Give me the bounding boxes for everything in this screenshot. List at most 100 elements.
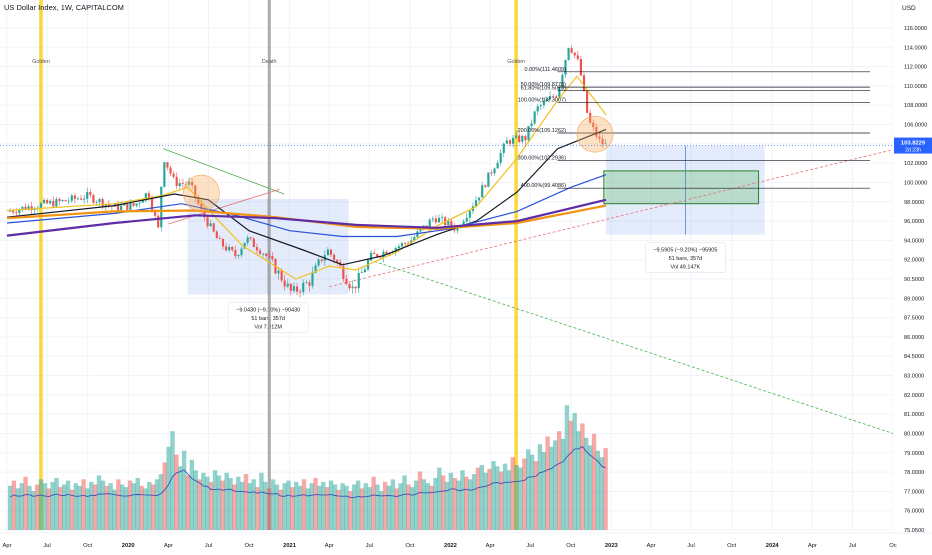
candle-body [246, 237, 249, 243]
candle-body [376, 254, 379, 257]
candle-body [314, 265, 317, 273]
volume-bar [591, 433, 597, 530]
volume-bar [96, 475, 102, 530]
volume-bar [120, 484, 125, 530]
volume-bar [375, 484, 380, 530]
volume-bar [514, 465, 519, 530]
candle-body [55, 199, 58, 207]
y-tick-label: 100.0000 [904, 180, 927, 186]
candle-body [521, 135, 524, 142]
candle-body [447, 220, 450, 226]
candle-body [218, 238, 221, 240]
volume-bar [576, 431, 581, 530]
volume-bar [363, 483, 369, 530]
x-tick-label: Apr [808, 543, 817, 549]
candle-body [586, 90, 589, 113]
y-tick-label: 114.0000 [904, 45, 927, 51]
candle-body [326, 249, 329, 256]
volume-bar [386, 485, 392, 530]
candle-body [169, 167, 172, 174]
candle-body [132, 203, 135, 206]
candle-body [539, 105, 542, 107]
volume-bar [355, 480, 361, 530]
volume-bar [526, 449, 531, 530]
candle-body [150, 198, 154, 211]
candle-body [425, 225, 428, 227]
volume-bar [255, 487, 260, 530]
candle-body [478, 197, 481, 201]
candle-body [579, 58, 582, 76]
trendline [162, 148, 285, 195]
volume-bar [224, 472, 229, 530]
candle-body [524, 135, 527, 141]
candle-body [67, 200, 70, 202]
volume-bar [266, 488, 272, 530]
candle-body [268, 256, 271, 257]
candle-body [286, 283, 289, 287]
candle-body [194, 185, 197, 198]
moving-average-line [6, 75, 607, 280]
volume-bar [139, 485, 144, 530]
candle-body [172, 173, 175, 177]
candle-body [46, 199, 49, 204]
candle-body [465, 217, 468, 222]
y-tick-label: 79.0000 [904, 451, 924, 457]
fib-level-label: 50.00%(109.8778) [521, 82, 566, 88]
volume-bar [317, 485, 322, 530]
volume-bar [143, 488, 148, 530]
volume-bar [452, 478, 457, 530]
volume-bar [336, 489, 341, 530]
volume-bar [89, 481, 94, 530]
candle-body [83, 198, 86, 200]
volume-bar [475, 467, 481, 530]
x-tick-label: Jul [687, 543, 694, 549]
highlight-circle [576, 115, 614, 153]
volume-bar [185, 475, 191, 530]
candle-body [434, 218, 437, 223]
volume-bar [367, 487, 372, 530]
fib-level-label: 200.00%(105.1262) [518, 128, 566, 134]
current-price-countdown: 2d 23h [905, 148, 921, 154]
volume-bar [406, 484, 411, 530]
volume-bar [502, 463, 508, 530]
y-tick-label: 92.0000 [904, 258, 924, 264]
volume-bar [533, 461, 539, 530]
volume-bar [448, 472, 454, 530]
volume-bar [286, 480, 291, 530]
x-tick-label: Jul [205, 543, 212, 549]
volume-bar [541, 452, 546, 530]
volume-bar [290, 487, 295, 530]
candle-body [52, 200, 55, 207]
candle-body [490, 172, 493, 174]
candle-body [484, 185, 487, 187]
candle-body [76, 198, 80, 200]
y-tick-label: 98.0000 [904, 200, 924, 206]
volume-bar [440, 475, 446, 530]
candle-body [154, 210, 157, 216]
moving-average-line [6, 198, 607, 237]
candle-body [468, 210, 471, 218]
candle-body [604, 143, 607, 145]
candle-body [271, 256, 274, 260]
candle-body [502, 143, 505, 153]
candle-body [243, 242, 246, 249]
candle-body [511, 137, 515, 144]
volume-bar [321, 481, 326, 530]
volume-bar [81, 479, 86, 530]
candle-body [24, 206, 27, 210]
volume-bar [352, 484, 357, 530]
volume-bar [402, 475, 407, 530]
candle-body [305, 282, 308, 284]
volume-bar [197, 479, 202, 530]
x-tick-label: Apr [486, 543, 495, 549]
y-tick-label: 82.0000 [904, 393, 924, 399]
candle-body [234, 250, 237, 257]
volume-bar [166, 446, 171, 530]
volume-bar [332, 484, 338, 530]
candle-body [400, 243, 404, 247]
y-tick-label: 77.0000 [904, 489, 924, 495]
candle-body [86, 192, 89, 199]
volume-bar [236, 476, 241, 530]
